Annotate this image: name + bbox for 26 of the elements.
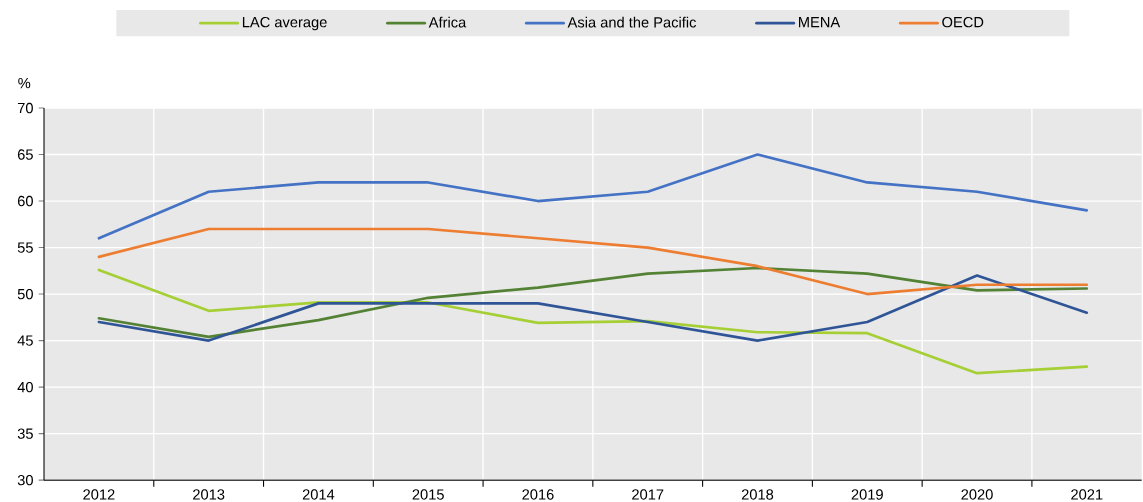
legend-label: MENA	[799, 16, 841, 28]
x-tick-label: 2015	[412, 489, 444, 500]
legend-label: OECD	[942, 16, 984, 28]
legend-label: LAC average	[242, 16, 327, 31]
line-series	[97, 153, 1089, 240]
y-tick-label: 60	[17, 195, 33, 207]
y-tick-label: 70	[17, 102, 33, 114]
legend-label: Africa	[428, 16, 467, 28]
x-tick-label: 2012	[83, 489, 115, 500]
y-tick-label: 55	[17, 242, 33, 253]
y-tick-label: 50	[17, 288, 33, 300]
y-tick-label: 65	[17, 149, 33, 160]
y-axis-title: %	[18, 77, 31, 89]
y-tick-label: 30	[17, 474, 33, 486]
x-tick-label: 2021	[1071, 489, 1103, 500]
x-tick-label: 2016	[522, 489, 554, 500]
x-tick-label: 2013	[193, 489, 225, 500]
x-tick-label: 2014	[302, 489, 335, 500]
x-tick-label: 2019	[851, 489, 883, 500]
y-tick-label: 45	[17, 335, 33, 346]
x-tick-label: 2017	[632, 489, 664, 500]
y-tick-label: 40	[17, 381, 33, 393]
x-tick-label: 2018	[741, 489, 774, 500]
y-tick-label: 35	[17, 428, 33, 439]
legend-label: Asia and the Pacific	[567, 16, 697, 28]
x-tick-label: 2020	[961, 489, 993, 500]
